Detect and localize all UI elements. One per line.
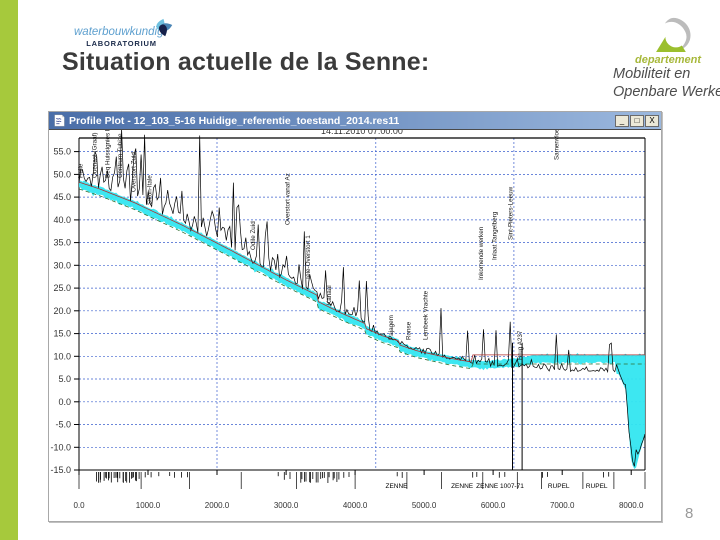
svg-text:Quenast (Graaf): Quenast (Graaf): [91, 133, 98, 179]
svg-text:-10.0: -10.0: [50, 442, 71, 452]
svg-text:5000.0: 5000.0: [412, 501, 437, 510]
svg-text:Centrum Tubize: Centrum Tubize: [117, 133, 124, 178]
svg-text:7000.0: 7000.0: [550, 501, 575, 510]
svg-text:ZENNE 1007-71: ZENNE 1007-71: [476, 483, 524, 490]
svg-text:2000.0: 2000.0: [205, 501, 230, 510]
svg-text:Sikon-Itale: Sikon-Itale: [147, 175, 154, 205]
svg-text:Samenvloeien Zenne afleiding: Samenvloeien Zenne afleiding: [554, 130, 561, 160]
svg-text:Lembeek Vrachte: Lembeek Vrachte: [423, 290, 430, 340]
svg-text:Beq Huissignies Fosse: Beq Huissignies Fosse: [104, 130, 111, 178]
svg-text:RUPEL: RUPEL: [586, 483, 608, 490]
svg-text:14.11.2010 07:00:00: 14.11.2010 07:00:00: [321, 130, 403, 136]
svg-text:0.0: 0.0: [58, 397, 71, 407]
svg-text:Inkomende werken: Inkomende werken: [478, 226, 485, 280]
svg-text:Pajagem: Pajagem: [388, 315, 395, 340]
svg-text:Halle: Halle: [78, 163, 85, 178]
svg-text:Kanaal: Kanaal: [326, 285, 333, 305]
svg-text:ZENNE: ZENNE: [451, 483, 474, 490]
svg-text:55.0: 55.0: [53, 147, 71, 157]
svg-text:4000.0: 4000.0: [343, 501, 368, 510]
svg-text:Odile Zuid: Odile Zuid: [250, 221, 257, 250]
svg-text:10.0: 10.0: [53, 351, 71, 361]
svg-text:25.0: 25.0: [53, 283, 71, 293]
svg-text:-5.0: -5.0: [55, 420, 71, 430]
svg-text:3000.0: 3000.0: [274, 501, 299, 510]
svg-text:ZENNE: ZENNE: [385, 483, 408, 490]
svg-text:5.0: 5.0: [58, 374, 71, 384]
svg-text:Ronse: Ronse: [405, 321, 412, 340]
svg-text:1000.0: 1000.0: [136, 501, 161, 510]
svg-text:Overstort vanaf Az: Overstort vanaf Az: [285, 173, 292, 225]
svg-text:Overstort Zuid: Overstort Zuid: [131, 152, 138, 192]
svg-text:6000.0: 6000.0: [481, 501, 506, 510]
svg-text:0.0: 0.0: [73, 501, 85, 510]
svg-text:45.0: 45.0: [53, 192, 71, 202]
svg-text:30.0: 30.0: [53, 260, 71, 270]
svg-text:50.0: 50.0: [53, 169, 71, 179]
svg-text:Sint-Pieters-Leeuw: Sint-Pieters-Leeuw: [508, 186, 515, 240]
svg-text:Inlaat Tangelberg: Inlaat Tangelberg: [492, 211, 499, 260]
svg-text:Brug A237: Brug A237: [517, 330, 524, 360]
svg-text:-15.0: -15.0: [50, 465, 71, 475]
svg-text:15.0: 15.0: [53, 329, 71, 339]
svg-text:40.0: 40.0: [53, 215, 71, 225]
svg-text:Tele-Overstort 1: Tele-Overstort 1: [305, 235, 312, 280]
svg-text:35.0: 35.0: [53, 238, 71, 248]
svg-text:8000.0: 8000.0: [619, 501, 644, 510]
svg-text:20.0: 20.0: [53, 306, 71, 316]
svg-text:RUPEL: RUPEL: [548, 483, 570, 490]
